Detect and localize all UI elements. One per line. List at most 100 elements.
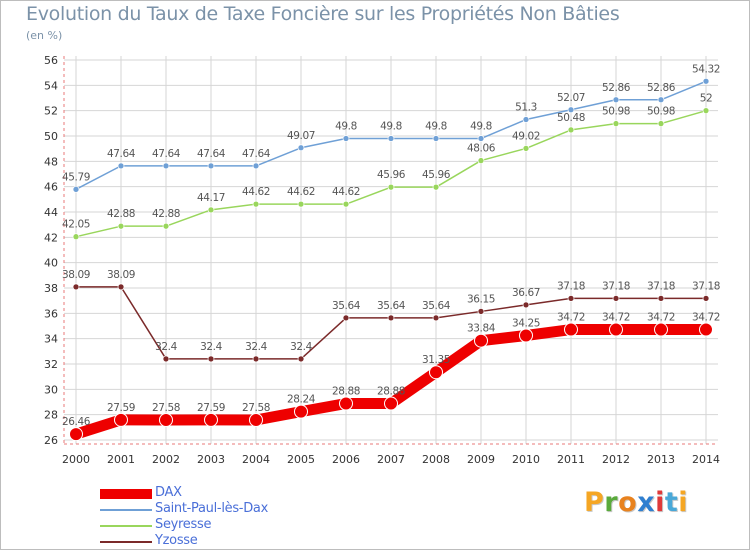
data-point-saint-paul-l-s-dax <box>162 162 170 170</box>
data-label-yzosse: 37.18 <box>602 280 630 292</box>
data-point-dax <box>564 322 578 337</box>
legend-label: Yzosse <box>155 533 198 548</box>
data-label-seyresse: 44.62 <box>242 186 270 198</box>
data-label-yzosse: 35.64 <box>377 300 406 312</box>
data-label-saint-paul-l-s-dax: 51.3 <box>515 102 537 114</box>
data-point-dax <box>294 404 308 419</box>
logo-letter: x <box>637 487 656 518</box>
data-label-dax: 28.88 <box>332 386 360 398</box>
x-tick-label: 2006 <box>332 453 360 466</box>
logo-letter: r <box>604 487 619 518</box>
y-tick-label: 28 <box>44 409 58 422</box>
y-tick-label: 32 <box>44 358 58 371</box>
x-tick-label: 2009 <box>467 453 495 466</box>
x-tick-label: 2000 <box>62 453 90 466</box>
data-point-yzosse <box>252 355 260 363</box>
data-point-seyresse <box>702 107 710 115</box>
data-point-saint-paul-l-s-dax <box>477 135 485 142</box>
legend-swatch <box>100 509 152 511</box>
data-point-saint-paul-l-s-dax <box>117 162 125 170</box>
data-point-seyresse <box>432 183 440 191</box>
data-label-yzosse: 32.4 <box>200 341 222 353</box>
data-label-yzosse: 36.15 <box>467 293 495 305</box>
legend-label: DAX <box>155 485 182 500</box>
data-point-yzosse <box>657 295 665 302</box>
logo-letter: i <box>655 487 665 518</box>
data-label-saint-paul-l-s-dax: 52.86 <box>602 82 631 94</box>
data-label-dax: 31.35 <box>422 354 450 366</box>
data-point-seyresse <box>522 145 530 152</box>
logo-letter: t <box>664 487 679 518</box>
legend-item: Yzosse <box>100 533 320 550</box>
data-label-dax: 27.58 <box>152 402 180 414</box>
data-label-yzosse: 37.18 <box>557 280 585 292</box>
legend-swatch <box>100 489 152 499</box>
y-tick-label: 48 <box>44 155 58 168</box>
data-label-saint-paul-l-s-dax: 47.64 <box>197 148 226 160</box>
y-tick-label: 50 <box>44 130 58 143</box>
logo-letter: P <box>584 487 605 518</box>
data-label-dax: 27.58 <box>242 402 270 414</box>
data-point-seyresse <box>162 222 170 230</box>
data-label-seyresse: 42.88 <box>152 208 180 220</box>
data-point-yzosse <box>72 283 80 291</box>
data-label-dax: 34.72 <box>602 312 630 324</box>
data-label-saint-paul-l-s-dax: 52.07 <box>557 92 585 104</box>
data-label-dax: 34.72 <box>647 312 675 324</box>
data-point-dax <box>699 322 713 337</box>
data-label-saint-paul-l-s-dax: 49.8 <box>470 121 492 133</box>
data-label-saint-paul-l-s-dax: 49.07 <box>287 130 315 142</box>
data-point-saint-paul-l-s-dax <box>567 106 575 114</box>
legend-item: Seyresse <box>100 517 320 534</box>
data-point-seyresse <box>387 183 395 191</box>
data-label-yzosse: 38.09 <box>107 269 135 281</box>
data-label-seyresse: 50.98 <box>602 106 630 118</box>
data-point-seyresse <box>252 200 260 208</box>
data-label-seyresse: 50.48 <box>557 112 585 124</box>
y-tick-label: 46 <box>44 181 58 194</box>
data-label-dax: 34.72 <box>557 312 585 324</box>
data-point-seyresse <box>117 222 125 230</box>
data-point-yzosse <box>522 301 530 309</box>
x-tick-label: 2004 <box>242 453 270 466</box>
data-point-yzosse <box>117 283 125 291</box>
x-tick-label: 2010 <box>512 453 540 466</box>
chart-title: Evolution du Taux de Taxe Foncière sur l… <box>26 3 620 25</box>
data-label-seyresse: 44.62 <box>287 186 315 198</box>
data-point-saint-paul-l-s-dax <box>612 96 620 104</box>
data-point-seyresse <box>567 126 575 134</box>
data-label-dax: 27.59 <box>107 402 135 414</box>
data-point-dax <box>474 333 488 348</box>
data-label-seyresse: 52 <box>700 93 713 105</box>
data-point-seyresse <box>207 206 215 214</box>
data-point-saint-paul-l-s-dax <box>702 77 710 85</box>
data-point-saint-paul-l-s-dax <box>252 162 260 170</box>
data-label-saint-paul-l-s-dax: 47.64 <box>152 148 181 160</box>
data-label-saint-paul-l-s-dax: 47.64 <box>107 148 136 160</box>
unit-label: (en %) <box>26 29 63 42</box>
data-point-yzosse <box>612 295 620 302</box>
data-label-seyresse: 45.96 <box>377 169 406 181</box>
data-label-saint-paul-l-s-dax: 49.8 <box>425 121 447 133</box>
data-point-seyresse <box>297 200 305 208</box>
data-point-saint-paul-l-s-dax <box>387 135 395 142</box>
x-tick-label: 2002 <box>152 453 180 466</box>
data-label-yzosse: 37.18 <box>647 280 675 292</box>
data-label-dax: 34.25 <box>512 318 540 330</box>
data-point-dax <box>429 365 443 380</box>
x-tick-label: 2003 <box>197 453 225 466</box>
data-point-saint-paul-l-s-dax <box>432 135 440 142</box>
data-point-dax <box>384 396 398 411</box>
data-point-seyresse <box>342 200 350 208</box>
data-point-dax <box>114 412 128 427</box>
legend-label: Seyresse <box>155 517 212 532</box>
legend-label: Saint-Paul-lès-Dax <box>155 501 268 516</box>
data-label-saint-paul-l-s-dax: 45.79 <box>62 171 90 183</box>
data-label-saint-paul-l-s-dax: 49.8 <box>380 121 402 133</box>
data-label-saint-paul-l-s-dax: 54.32 <box>692 63 720 75</box>
data-point-dax <box>519 328 533 343</box>
y-tick-label: 44 <box>44 206 58 219</box>
data-label-saint-paul-l-s-dax: 47.64 <box>242 148 271 160</box>
x-tick-label: 2008 <box>422 453 450 466</box>
